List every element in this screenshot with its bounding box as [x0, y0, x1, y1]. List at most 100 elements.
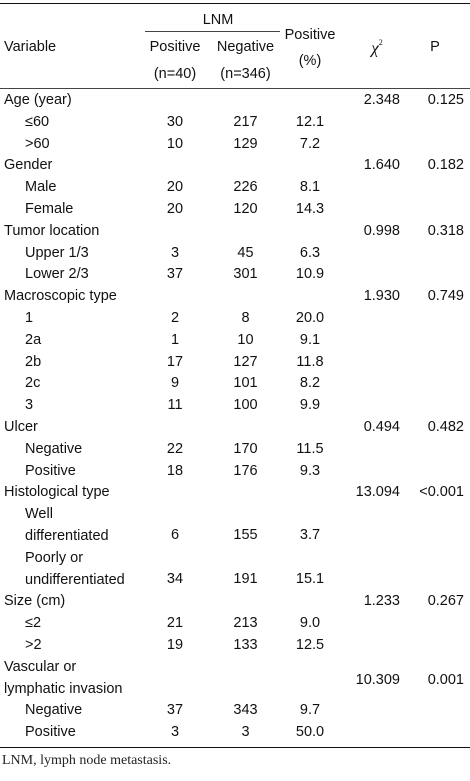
- header-chi-square: χ2: [371, 38, 383, 58]
- cell-positive-pct: 8.1: [299, 179, 321, 196]
- row-label: 2a: [25, 331, 42, 348]
- row-label: >2: [25, 637, 42, 653]
- cell-negative: 343: [233, 702, 258, 719]
- row-label: 1: [25, 310, 34, 326]
- cell-negative: 10: [237, 331, 254, 348]
- row-label: Macroscopic type: [4, 288, 117, 305]
- header-p: P: [430, 39, 440, 55]
- cell-positive: 17: [166, 353, 184, 370]
- row-label: 2b: [25, 353, 42, 370]
- cell-p-value: 0.182: [427, 157, 464, 174]
- cell-negative: 45: [237, 244, 254, 261]
- cell-positive-pct: 6.3: [299, 244, 321, 261]
- cell-positive: 19: [166, 637, 184, 653]
- row-label: Age (year): [4, 92, 72, 108]
- cell-positive-pct: 20.0: [295, 310, 325, 326]
- cell-p-value: 0.482: [427, 419, 464, 435]
- cell-positive-pct: 12.1: [295, 113, 325, 130]
- cell-positive-pct: 50.0: [295, 724, 325, 741]
- cell-positive: 3: [170, 724, 180, 741]
- header-lnm: LNM: [202, 12, 234, 28]
- row-label: Vascular or: [4, 658, 77, 675]
- cell-negative: 127: [233, 353, 258, 370]
- cell-p-value: 0.318: [427, 222, 464, 239]
- cell-negative: 120: [233, 201, 258, 217]
- cell-positive: 37: [166, 702, 184, 719]
- row-label: Male: [25, 179, 57, 196]
- top-rule: [0, 3, 470, 4]
- cell-chi-square: 1.640: [363, 157, 400, 174]
- cell-negative: 155: [233, 527, 258, 544]
- cell-positive-pct: 9.9: [299, 397, 321, 414]
- cell-positive: 3: [170, 244, 180, 261]
- header-rule: [0, 88, 470, 89]
- cell-positive: 20: [166, 201, 184, 217]
- cell-negative: 8: [241, 310, 250, 326]
- row-label: Lower 2/3: [25, 266, 89, 283]
- cell-negative: 3: [241, 724, 250, 741]
- header-negative-n: (n=346): [220, 66, 271, 82]
- cell-chi-square: 0.494: [363, 419, 400, 435]
- row-label: >60: [25, 135, 50, 152]
- cell-negative: 217: [233, 113, 258, 130]
- row-label: Positive: [25, 724, 76, 741]
- cell-positive-pct: 12.5: [295, 637, 325, 653]
- cell-p-value: 0.125: [427, 92, 464, 108]
- cell-positive: 21: [166, 615, 184, 632]
- cell-positive: 9: [170, 375, 180, 392]
- row-label: Negative: [25, 440, 83, 457]
- row-label: Negative: [25, 702, 83, 719]
- cell-negative: 133: [233, 637, 258, 653]
- row-label: ≤2: [25, 615, 42, 632]
- cell-positive: 1: [170, 331, 180, 348]
- cell-positive: 2: [170, 310, 180, 326]
- cell-positive-pct: 9.3: [299, 462, 321, 479]
- row-label-line2: undifferentiated: [25, 571, 125, 588]
- cell-p-value: 0.001: [427, 671, 464, 688]
- cell-negative: 301: [233, 266, 258, 283]
- row-label: Histological type: [4, 484, 110, 501]
- row-label: Ulcer: [4, 419, 38, 435]
- cell-positive-pct: 14.3: [295, 201, 325, 217]
- cell-p-value: <0.001: [419, 484, 464, 501]
- cell-positive: 30: [166, 113, 184, 130]
- cell-negative: 213: [233, 615, 258, 632]
- row-label: Upper 1/3: [25, 244, 89, 261]
- row-label: Positive: [25, 462, 76, 479]
- lnm-rule: [145, 31, 280, 32]
- cell-positive: 10: [166, 135, 184, 152]
- cell-positive: 18: [166, 462, 184, 479]
- cell-positive: 37: [166, 266, 184, 283]
- header-positive-pct-1: Positive: [284, 27, 336, 43]
- cell-positive: 20: [166, 179, 184, 196]
- header-negative: Negative: [216, 39, 275, 55]
- cell-negative: 191: [233, 570, 258, 587]
- row-label-line2: differentiated: [25, 528, 109, 544]
- cell-chi-square: 1.233: [363, 593, 400, 610]
- header-positive-pct-2: (%): [298, 53, 322, 69]
- cell-positive: 6: [170, 527, 180, 544]
- cell-negative: 226: [233, 179, 258, 196]
- row-label: 2c: [25, 375, 41, 392]
- row-label: ≤60: [25, 113, 50, 130]
- cell-chi-square: 0.998: [363, 222, 400, 239]
- cell-positive-pct: 8.2: [299, 375, 321, 392]
- cell-negative: 100: [233, 397, 258, 414]
- header-positive: Positive: [149, 39, 201, 55]
- cell-negative: 129: [233, 135, 258, 152]
- header-variable: Variable: [4, 39, 57, 55]
- row-label: Well: [25, 506, 53, 523]
- cell-positive-pct: 3.7: [299, 527, 321, 544]
- cell-chi-square: 1.930: [363, 288, 400, 305]
- cell-negative: 101: [233, 375, 258, 392]
- cell-p-value: 0.749: [427, 288, 464, 305]
- cell-positive: 22: [166, 440, 184, 457]
- cell-positive-pct: 9.7: [299, 702, 321, 719]
- cell-p-value: 0.267: [427, 593, 464, 610]
- bottom-rule: [0, 747, 470, 748]
- row-label: Female: [25, 201, 74, 217]
- cell-positive-pct: 9.0: [299, 615, 321, 632]
- cell-positive-pct: 10.9: [295, 266, 325, 283]
- cell-positive: 11: [167, 397, 183, 414]
- footnote: LNM, lymph node metastasis.: [2, 753, 172, 768]
